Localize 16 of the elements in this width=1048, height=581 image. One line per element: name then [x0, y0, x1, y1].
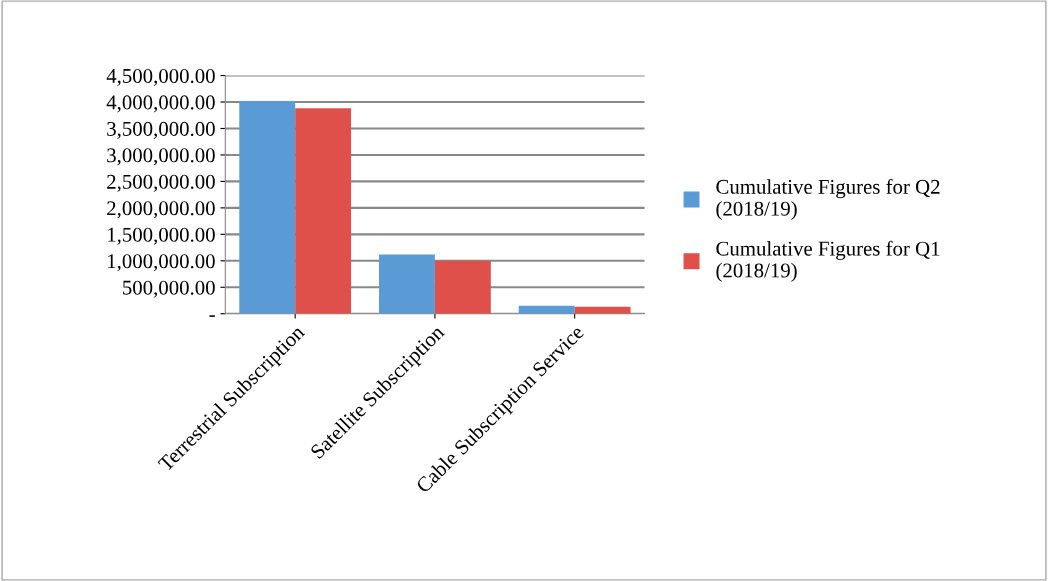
y-tick-label: 500,000.00	[123, 280, 215, 298]
y-tick-label: 4,000,000.00	[106, 95, 215, 113]
bar	[379, 254, 435, 314]
y-tick-label: 2,000,000.00	[107, 201, 215, 219]
bar	[295, 108, 352, 314]
legend-label: Cumulative Figures for Q1 (2018/19)	[716, 240, 940, 282]
y-tick-label: -	[209, 315, 215, 317]
y-tick-label: 3,500,000.00	[107, 121, 215, 139]
y-tick-label: 1,000,000.00	[108, 254, 215, 272]
legend-label: Cumulative Figures for Q2 (2018/19)	[716, 179, 940, 220]
bar	[434, 260, 491, 314]
y-tick-label: 4,500,000.00	[106, 68, 215, 86]
y-tick-label: 1,500,000.00	[108, 227, 215, 245]
bar	[239, 100, 296, 314]
y-tick-label: 3,000,000.00	[107, 148, 215, 166]
y-tick-label: 2,500,000.00	[107, 174, 215, 192]
